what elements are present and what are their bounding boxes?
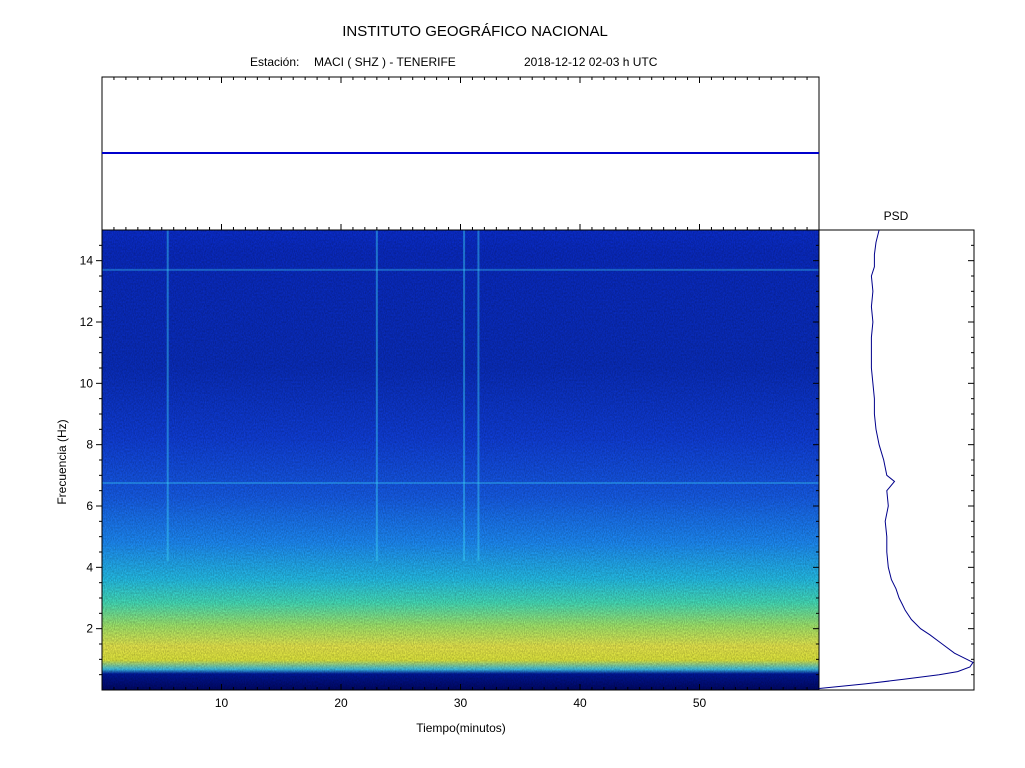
date-time-label: 2018-12-12 02-03 h UTC bbox=[524, 55, 658, 69]
y-axis-label: Frecuencia (Hz) bbox=[55, 419, 69, 504]
station-label: Estación: bbox=[250, 55, 300, 69]
x-axis-ticks: 10 20 30 40 50 bbox=[113, 684, 808, 710]
psd-panel: PSD bbox=[818, 209, 975, 691]
x-axis-label: Tiempo(minutos) bbox=[416, 721, 506, 735]
spectrogram-noise bbox=[102, 230, 819, 690]
station-name: MACI ( SHZ ) - TENERIFE bbox=[314, 55, 456, 69]
x-tick-label: 40 bbox=[573, 696, 587, 710]
y-tick-label: 10 bbox=[80, 376, 94, 390]
y-tick-label: 12 bbox=[80, 315, 94, 329]
spectrogram-vertical-band bbox=[166, 230, 169, 562]
seismogram-panel bbox=[101, 76, 820, 231]
psd-title: PSD bbox=[884, 209, 909, 223]
x-tick-label: 10 bbox=[215, 696, 229, 710]
spectrogram-vertical-band bbox=[463, 230, 466, 562]
spectrogram-vertical-band bbox=[477, 230, 480, 562]
y-tick-label: 8 bbox=[86, 438, 93, 452]
y-axis-ticks: 2 4 6 8 10 12 14 bbox=[80, 244, 819, 676]
spectrogram-bands bbox=[102, 230, 819, 562]
page-title: INSTITUTO GEOGRÁFICO NACIONAL bbox=[342, 23, 608, 40]
spectrogram-panel: 10 20 30 40 50 2 4 6 8 10 12 14 Tiempo(minutos) Fr… bbox=[55, 229, 820, 735]
y-tick-label: 14 bbox=[80, 254, 94, 268]
spectrogram-horizontal-band bbox=[102, 482, 819, 484]
x-tick-label: 50 bbox=[693, 696, 707, 710]
x-tick-label: 20 bbox=[334, 696, 348, 710]
psd-ticks bbox=[968, 244, 974, 676]
x-tick-label: 30 bbox=[454, 696, 468, 710]
spectrogram-vertical-band bbox=[375, 230, 378, 562]
y-tick-label: 4 bbox=[86, 560, 93, 574]
y-tick-label: 6 bbox=[86, 499, 93, 513]
psd-frame bbox=[818, 229, 975, 691]
y-tick-label: 2 bbox=[86, 622, 93, 636]
psd-curve bbox=[818, 229, 974, 689]
spectrogram-horizontal-band bbox=[102, 268, 819, 271]
